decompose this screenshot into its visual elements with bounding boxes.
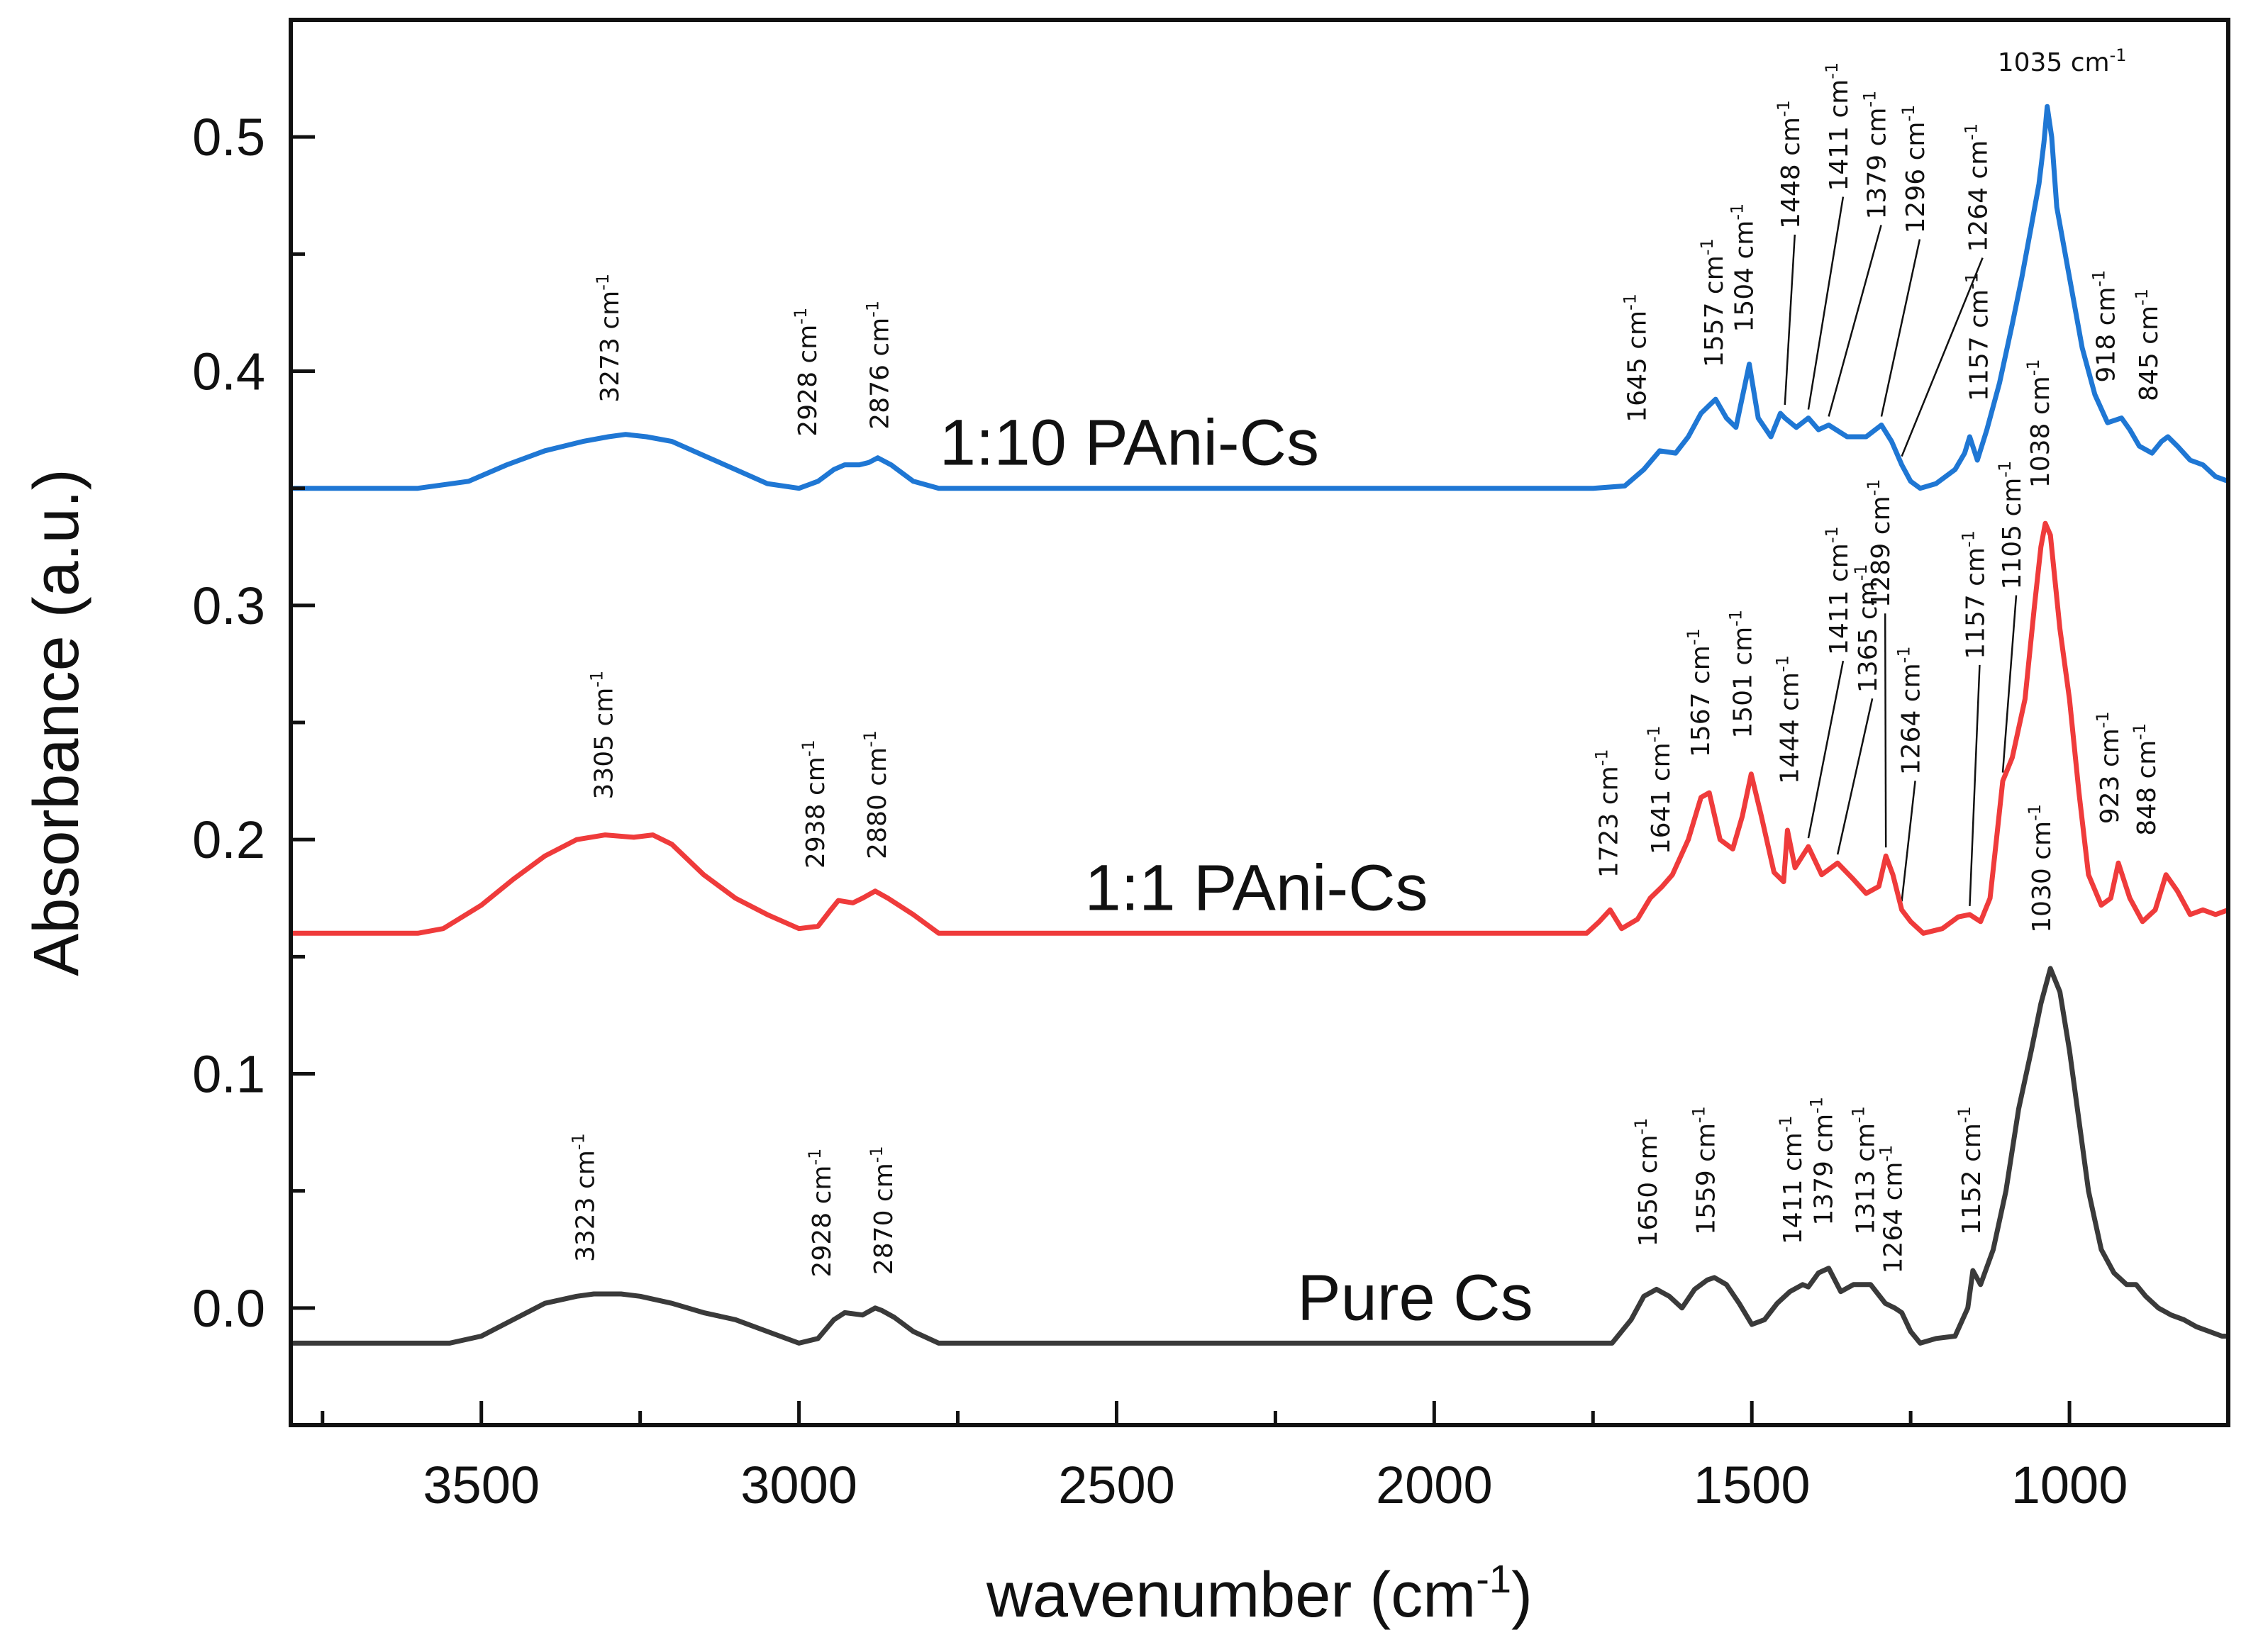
y-tick-label: 0.4 bbox=[192, 342, 265, 401]
x-tick-label: 1000 bbox=[2011, 1456, 2128, 1514]
peak-label: 3305 cm-1 bbox=[586, 671, 618, 800]
series-line-0 bbox=[291, 104, 2230, 491]
series-label: 1:10 PAni-Cs bbox=[940, 407, 1319, 479]
series-layer bbox=[291, 104, 2230, 1346]
y-tick-label: 0.2 bbox=[192, 810, 265, 869]
series-line-2 bbox=[291, 966, 2228, 1346]
peak-leader bbox=[1901, 781, 1916, 902]
peak-label: 1641 cm-1 bbox=[1644, 725, 1676, 854]
y-axis-title: Absorbance (a.u.) bbox=[21, 469, 92, 976]
x-axis-title-sup: -1 bbox=[1476, 1556, 1511, 1601]
series-label: Pure Cs bbox=[1297, 1261, 1533, 1334]
y-axis: 0.0 0.1 0.2 0.3 0.4 0.5 bbox=[192, 18, 315, 1427]
peak-leader-lines bbox=[1784, 196, 2018, 906]
peak-label: 1365 cm-1 bbox=[1851, 564, 1883, 693]
peak-label: 1264 cm-1 bbox=[1877, 1145, 1908, 1274]
peak-label: 1030 cm-1 bbox=[2025, 804, 2057, 933]
peak-leader bbox=[1969, 664, 1981, 906]
peak-label: 1035 cm-1 bbox=[1998, 45, 2127, 77]
y-tick-label: 0.1 bbox=[192, 1045, 265, 1104]
series-labels: 1:10 PAni-Cs 1:1 PAni-Cs Pure Cs bbox=[940, 407, 1533, 1334]
peak-label: 2876 cm-1 bbox=[863, 301, 895, 430]
peak-label: 1650 cm-1 bbox=[1631, 1118, 1663, 1247]
peak-leader bbox=[1807, 660, 1845, 839]
peak-label: 1038 cm-1 bbox=[2023, 359, 2055, 488]
series-label: 1:1 PAni-Cs bbox=[1084, 852, 1428, 924]
peak-label: 1645 cm-1 bbox=[1620, 294, 1652, 423]
x-axis-title: wavenumber (cm-1) bbox=[986, 1556, 1533, 1631]
peak-label: 1264 cm-1 bbox=[1894, 646, 1926, 775]
x-tick-label: 2000 bbox=[1376, 1456, 1493, 1514]
peak-label: 848 cm-1 bbox=[2130, 723, 2162, 836]
peak-label: 1501 cm-1 bbox=[1725, 610, 1757, 739]
x-axis: 3500 3000 2500 2000 1500 1000 bbox=[321, 1401, 2128, 1514]
peak-leader bbox=[2001, 595, 2018, 773]
x-axis-title-end: ) bbox=[1511, 1560, 1533, 1631]
x-tick-label: 1500 bbox=[1694, 1456, 1811, 1514]
peak-label: 2928 cm-1 bbox=[805, 1149, 837, 1278]
peak-labels: 3273 cm-1 2928 cm-1 2876 cm-1 1645 cm-1 1557… bbox=[568, 45, 2164, 1277]
peak-label: 1411 cm-1 bbox=[1822, 526, 1854, 655]
peak-leader bbox=[1884, 613, 1887, 848]
x-axis-title-main: wavenumber (cm bbox=[986, 1560, 1476, 1631]
peak-label: 918 cm-1 bbox=[2089, 270, 2121, 383]
x-tick-label: 2500 bbox=[1058, 1456, 1175, 1514]
peak-label: 1157 cm-1 bbox=[1958, 530, 1990, 659]
peak-label: 1264 cm-1 bbox=[1962, 123, 1994, 252]
peak-label: 1567 cm-1 bbox=[1684, 628, 1716, 757]
peak-label: 2870 cm-1 bbox=[867, 1146, 899, 1275]
peak-leader bbox=[1807, 196, 1845, 410]
peak-label: 1448 cm-1 bbox=[1774, 100, 1806, 229]
x-tick-label: 3500 bbox=[423, 1456, 540, 1514]
peak-label: 1296 cm-1 bbox=[1898, 105, 1930, 234]
peak-label: 3323 cm-1 bbox=[568, 1133, 600, 1262]
peak-label: 1723 cm-1 bbox=[1591, 749, 1623, 878]
peak-label: 1379 cm-1 bbox=[1860, 91, 1892, 220]
y-tick-label: 0.0 bbox=[192, 1279, 265, 1338]
x-tick-label: 3000 bbox=[740, 1456, 857, 1514]
peak-label: 3273 cm-1 bbox=[593, 274, 625, 403]
peak-label: 1105 cm-1 bbox=[1995, 461, 2027, 590]
peak-leader bbox=[1901, 257, 1984, 457]
peak-leader bbox=[1836, 698, 1874, 855]
peak-label: 2880 cm-1 bbox=[860, 730, 892, 859]
series-line-1 bbox=[291, 520, 2230, 936]
peak-leader bbox=[1828, 225, 1882, 417]
peak-label: 923 cm-1 bbox=[2093, 711, 2125, 824]
peak-label: 1411 cm-1 bbox=[1822, 62, 1854, 191]
peak-label: 1379 cm-1 bbox=[1807, 1097, 1839, 1226]
peak-label: 1411 cm-1 bbox=[1776, 1115, 1808, 1244]
peak-label: 1504 cm-1 bbox=[1728, 203, 1759, 333]
peak-label: 2938 cm-1 bbox=[799, 740, 830, 869]
peak-label: 1313 cm-1 bbox=[1849, 1106, 1881, 1235]
peak-label: 1444 cm-1 bbox=[1772, 655, 1804, 784]
peak-label: 1557 cm-1 bbox=[1697, 238, 1729, 367]
peak-label: 845 cm-1 bbox=[2132, 289, 2164, 401]
peak-label: 1157 cm-1 bbox=[1962, 272, 1994, 401]
y-tick-label: 0.3 bbox=[192, 576, 265, 635]
peak-leader bbox=[1784, 234, 1796, 406]
peak-label: 1152 cm-1 bbox=[1955, 1106, 1986, 1235]
peak-leader bbox=[1880, 239, 1921, 417]
peak-label: 2928 cm-1 bbox=[791, 308, 823, 437]
y-tick-label: 0.5 bbox=[192, 108, 265, 167]
peak-label: 1289 cm-1 bbox=[1864, 479, 1896, 608]
peak-label: 1559 cm-1 bbox=[1689, 1106, 1720, 1235]
